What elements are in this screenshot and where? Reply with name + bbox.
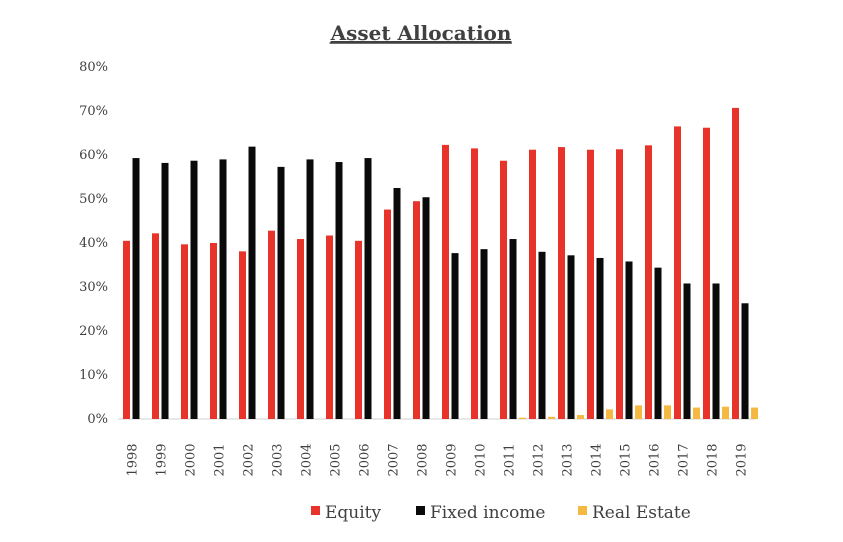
- y-tick-label-60: 60%: [79, 148, 108, 163]
- bar-equity-2002: [239, 251, 246, 419]
- legend-label-fixed-income: Fixed income: [430, 503, 546, 523]
- x-tick-label-2000: 2000: [184, 443, 199, 476]
- bar-real-estate-2016: [664, 405, 672, 419]
- bar-real-estate-2018: [722, 406, 730, 419]
- bar-fixed-income-2009: [451, 253, 459, 419]
- x-tick-label-2007: 2007: [387, 443, 402, 476]
- legend-swatch-equity: [311, 506, 320, 515]
- x-tick-label-2013: 2013: [561, 443, 576, 476]
- legend-label-real-estate: Real Estate: [592, 503, 691, 523]
- bar-equity-2000: [181, 244, 188, 419]
- x-tick-label-2002: 2002: [242, 443, 257, 476]
- bar-equity-2003: [268, 230, 275, 419]
- bar-equity-2017: [674, 126, 681, 420]
- x-tick-label-2001: 2001: [213, 443, 228, 476]
- y-axis-labels: 0% 10% 20% 30% 40% 50% 60% 70% 80%: [79, 60, 108, 427]
- bar-fixed-income-2013: [567, 255, 575, 419]
- legend-swatch-real-estate: [578, 506, 587, 515]
- bar-real-estate-2011: [519, 417, 527, 419]
- y-tick-label-80: 80%: [79, 60, 108, 75]
- x-tick-label-2012: 2012: [532, 443, 547, 476]
- x-tick-label-2011: 2011: [503, 443, 518, 476]
- x-tick-label-2005: 2005: [329, 443, 344, 476]
- bar-equity-2011: [500, 160, 507, 419]
- legend: Equity Fixed income Real Estate: [311, 503, 691, 523]
- x-tick-label-2014: 2014: [590, 443, 605, 476]
- bar-real-estate-2017: [693, 407, 701, 419]
- y-tick-label-70: 70%: [79, 104, 108, 119]
- bar-fixed-income-2006: [364, 158, 372, 419]
- bar-fixed-income-2016: [654, 267, 662, 419]
- bar-real-estate-2013: [577, 415, 585, 419]
- bar-real-estate-2014: [606, 409, 614, 419]
- bar-equity-2009: [442, 144, 449, 419]
- x-tick-label-2010: 2010: [474, 443, 489, 476]
- bar-fixed-income-2003: [277, 166, 285, 419]
- x-tick-label-2008: 2008: [416, 443, 431, 476]
- x-tick-label-2017: 2017: [677, 443, 692, 476]
- x-tick-label-2009: 2009: [445, 443, 460, 476]
- x-tick-label-2006: 2006: [358, 443, 373, 476]
- chart-title: Asset Allocation: [330, 21, 512, 45]
- bar-fixed-income-2008: [422, 197, 430, 419]
- legend-swatch-fixed-income: [416, 506, 425, 515]
- bar-fixed-income-2004: [306, 159, 314, 419]
- x-axis-labels: 1998 1999 2000 2001 2002 2003 2004 2005 2006 2007…: [126, 443, 750, 476]
- legend-label-equity: Equity: [325, 503, 382, 523]
- bar-fixed-income-2002: [248, 146, 256, 419]
- x-tick-label-1998: 1998: [126, 443, 141, 476]
- bar-fixed-income-2007: [393, 188, 401, 419]
- y-tick-label-0: 0%: [87, 412, 108, 427]
- bar-fixed-income-1999: [161, 162, 169, 420]
- x-tick-label-1999: 1999: [155, 443, 170, 476]
- bar-fixed-income-1998: [132, 158, 140, 419]
- bar-fixed-income-2000: [190, 160, 198, 419]
- bar-equity-2014: [587, 149, 594, 419]
- bar-equity-2007: [384, 209, 391, 419]
- bar-fixed-income-2014: [596, 257, 604, 419]
- bar-equity-2010: [471, 148, 478, 419]
- bar-fixed-income-2018: [712, 283, 720, 419]
- bar-fixed-income-2010: [480, 249, 488, 419]
- bar-fixed-income-2001: [219, 159, 227, 419]
- bars: [123, 107, 759, 420]
- bar-real-estate-2015: [635, 405, 643, 419]
- bar-equity-2008: [413, 201, 420, 419]
- bar-equity-2012: [529, 149, 536, 419]
- bar-equity-2019: [732, 107, 739, 420]
- x-tick-label-2016: 2016: [648, 443, 663, 476]
- bar-equity-2015: [616, 149, 623, 419]
- bar-equity-2004: [297, 239, 304, 419]
- x-tick-label-2015: 2015: [619, 443, 634, 476]
- bar-equity-1998: [123, 240, 130, 419]
- bar-fixed-income-2015: [625, 261, 633, 419]
- bar-equity-1999: [152, 233, 159, 419]
- y-tick-label-40: 40%: [79, 236, 108, 251]
- bar-equity-2013: [558, 147, 565, 419]
- bar-equity-2006: [355, 240, 362, 419]
- bar-fixed-income-2005: [335, 162, 343, 420]
- bar-real-estate-2019: [751, 407, 759, 419]
- bar-fixed-income-2019: [741, 303, 749, 419]
- y-tick-label-20: 20%: [79, 324, 108, 339]
- x-tick-label-2019: 2019: [735, 443, 750, 476]
- bar-equity-2016: [645, 145, 652, 419]
- x-tick-label-2018: 2018: [706, 443, 721, 476]
- x-tick-label-2003: 2003: [271, 443, 286, 476]
- bar-real-estate-2012: [548, 416, 556, 419]
- bar-equity-2005: [326, 235, 333, 419]
- bar-equity-2001: [210, 243, 217, 419]
- bar-fixed-income-2012: [538, 251, 546, 419]
- x-tick-label-2004: 2004: [300, 443, 315, 476]
- bar-equity-2018: [703, 127, 710, 419]
- y-tick-label-10: 10%: [79, 368, 108, 383]
- bar-fixed-income-2017: [683, 283, 691, 419]
- y-tick-label-30: 30%: [79, 280, 108, 295]
- y-tick-label-50: 50%: [79, 192, 108, 207]
- bar-fixed-income-2011: [509, 239, 517, 419]
